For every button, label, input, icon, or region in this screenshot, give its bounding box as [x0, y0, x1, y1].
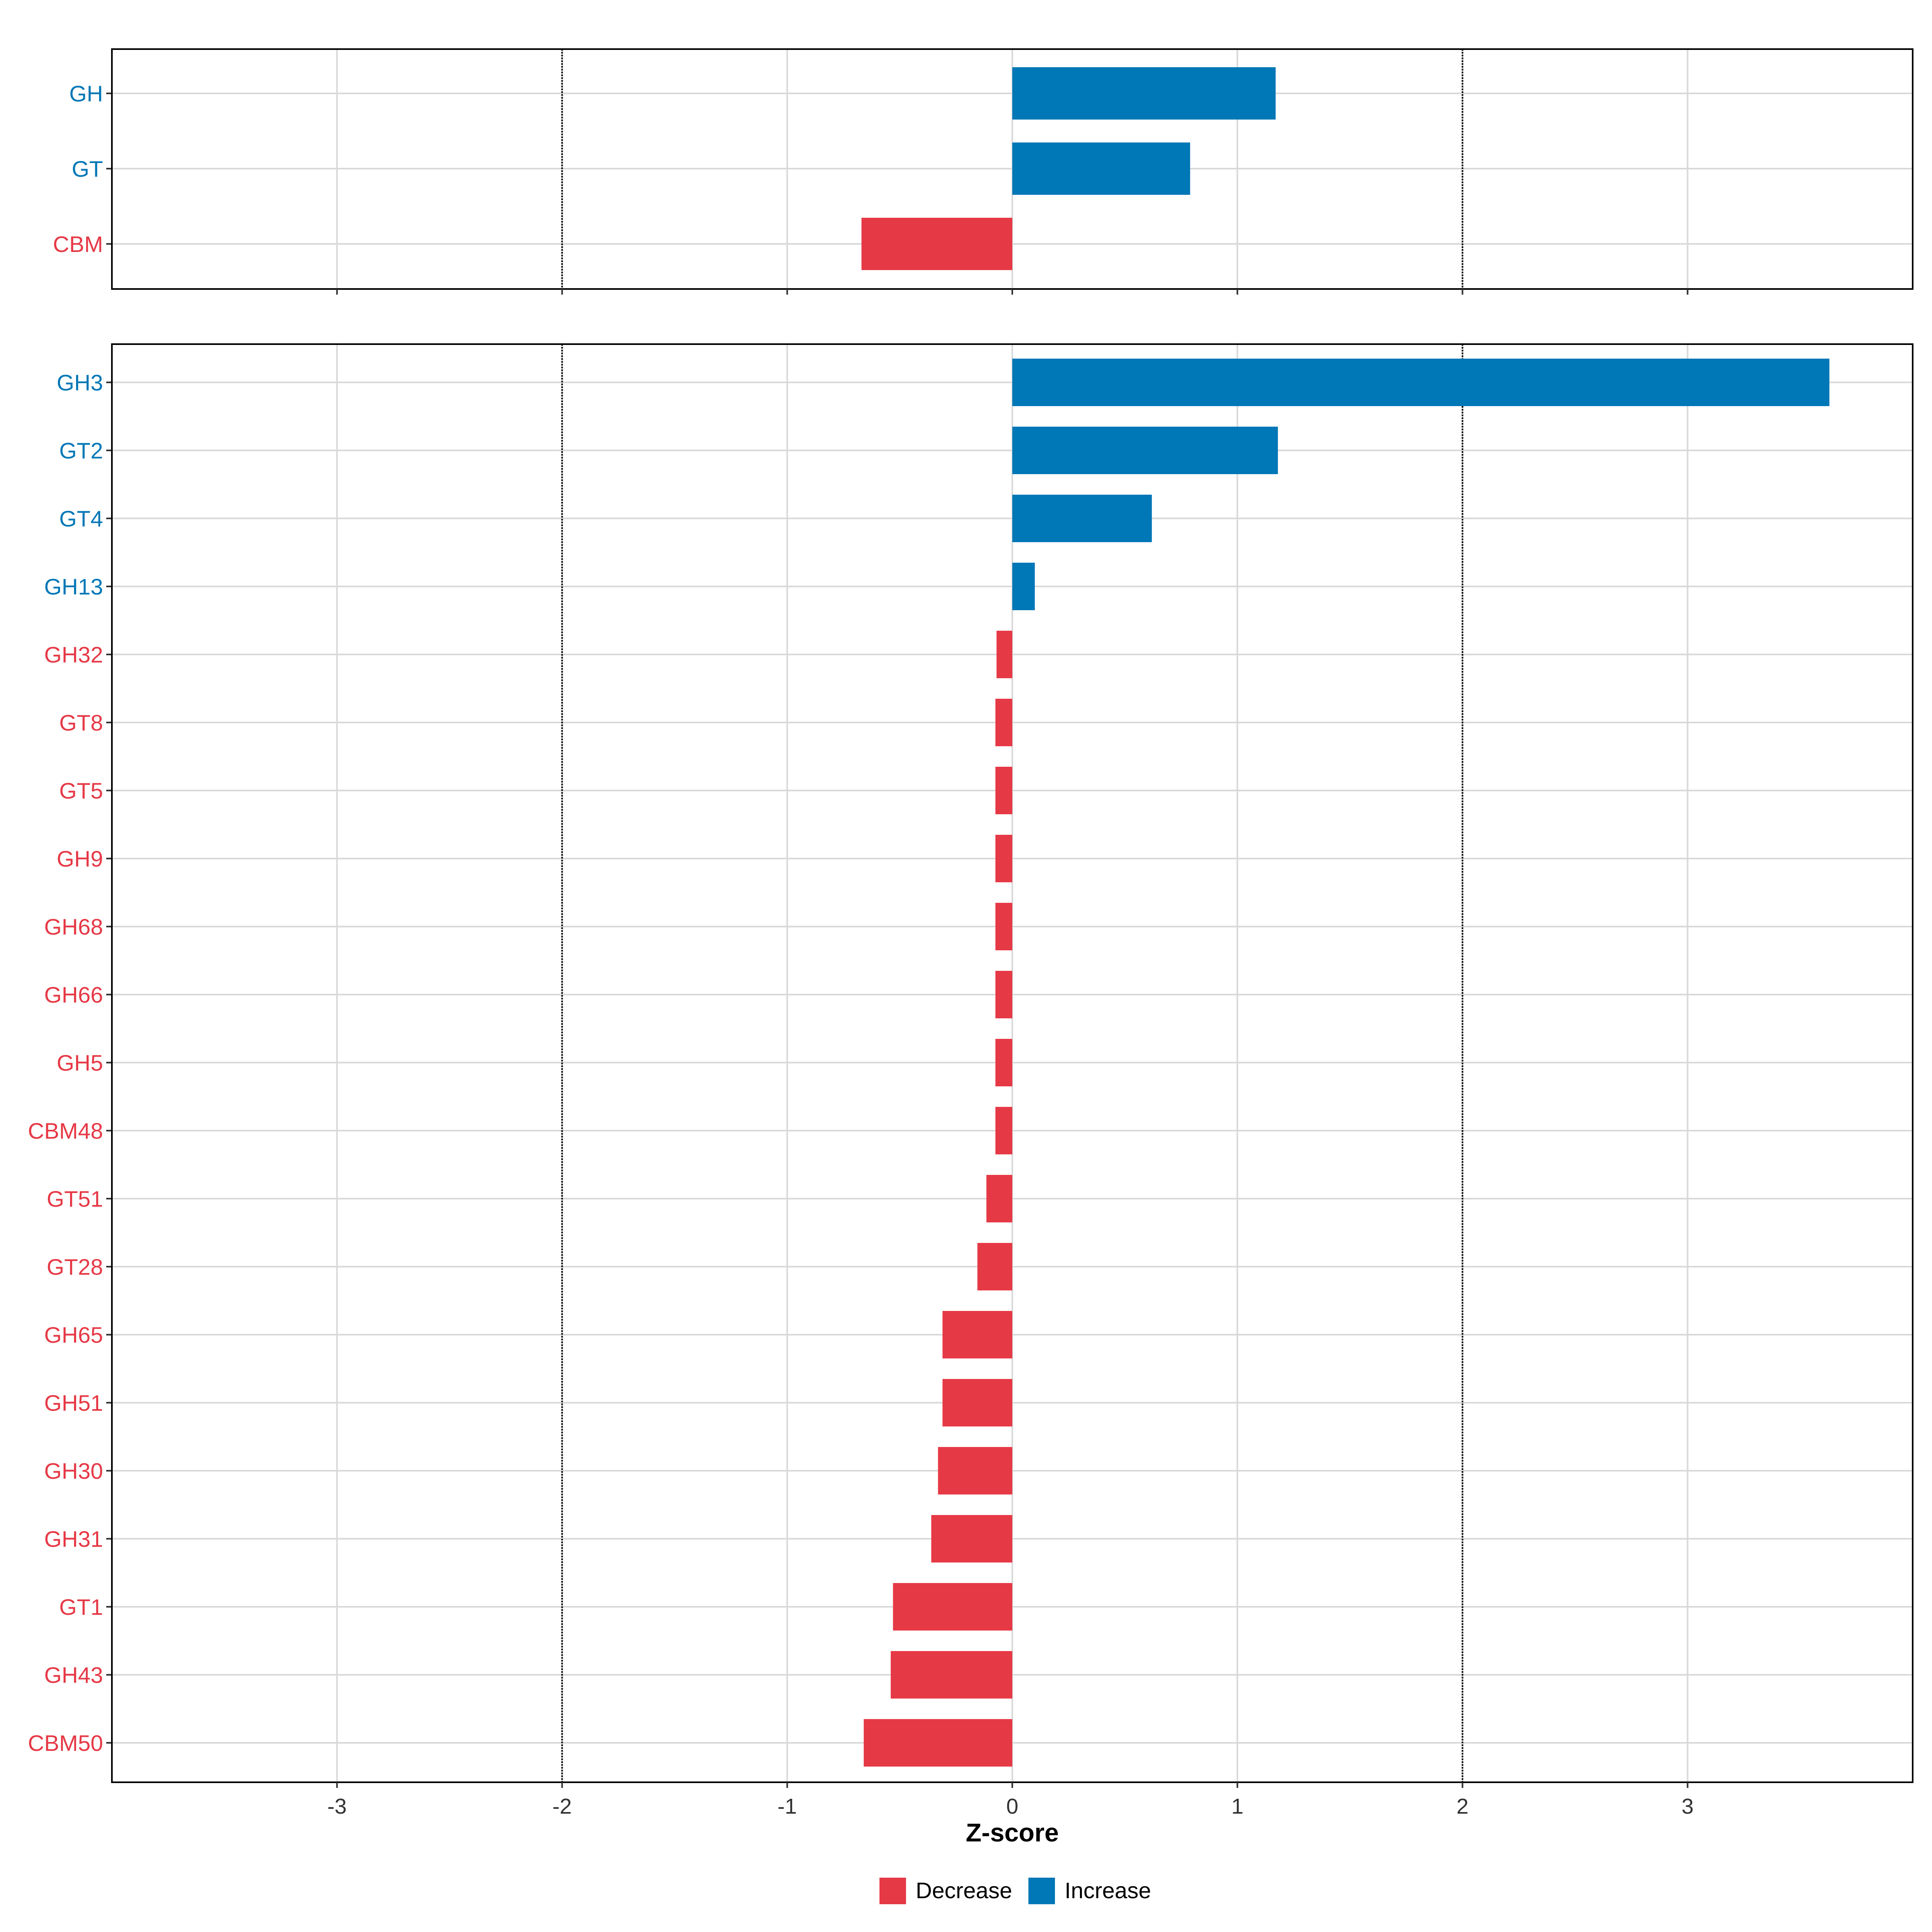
panel-class: GH GT CBM [53, 48, 1913, 295]
bar-gh65 [942, 1311, 1012, 1358]
legend: Decrease Increase [879, 1878, 1151, 1904]
y-tick-label-gh5: GH5 [57, 1050, 103, 1075]
bar-gh5 [995, 1039, 1012, 1086]
x-tick-label-4: 1 [1231, 1794, 1243, 1818]
y-tick-label-gt51: GT51 [47, 1186, 103, 1212]
bar-gt51 [986, 1175, 1012, 1222]
x-tick-label-0: -3 [327, 1794, 347, 1818]
y-tick-label-gt28: GT28 [47, 1254, 103, 1280]
bar-gh30 [938, 1447, 1012, 1494]
bar-gh51 [942, 1379, 1012, 1426]
bar-cbm48 [995, 1107, 1012, 1154]
x-axis: -3 -2 -1 0 1 2 3 [327, 1794, 1694, 1818]
legend-label-decrease: Decrease [916, 1878, 1012, 1903]
bar-gt8 [995, 699, 1012, 746]
x-tick-label-3: 0 [1006, 1794, 1018, 1818]
x-tick-label-1: -2 [552, 1794, 572, 1818]
y-tick-label-gh66: GH66 [44, 982, 103, 1007]
bar-gh9 [995, 835, 1012, 882]
y-tick-label-gt5: GT5 [59, 778, 103, 803]
y-tick-label-gh13: GH13 [44, 574, 103, 599]
x-axis-title: Z-score [966, 1818, 1059, 1847]
y-tick-label-gh65: GH65 [44, 1322, 103, 1348]
bar-gh43 [891, 1651, 1012, 1699]
y-tick-label-gt: GT [72, 156, 103, 182]
bar-gh [1012, 67, 1276, 120]
y-tick-label-cbm48: CBM48 [28, 1118, 103, 1144]
y-tick-label-cbm50: CBM50 [28, 1730, 103, 1756]
bar-gt1 [893, 1583, 1012, 1631]
y-tick-label-gh9: GH9 [57, 846, 103, 871]
legend-label-increase: Increase [1065, 1878, 1151, 1903]
bar-gh13 [1012, 563, 1035, 610]
y-tick-label-gt4: GT4 [59, 506, 103, 531]
x-tick-label-5: 2 [1456, 1794, 1468, 1818]
bar-cbm [861, 218, 1012, 270]
bar-gh68 [995, 903, 1012, 950]
bar-gt2 [1012, 427, 1278, 474]
bar-gt5 [995, 767, 1012, 814]
y-tick-label-gh43: GH43 [44, 1662, 103, 1688]
bar-gh31 [931, 1515, 1012, 1563]
y-tick-label-gh31: GH31 [44, 1526, 103, 1552]
bar-gh66 [995, 971, 1012, 1018]
bar-cbm50 [863, 1719, 1012, 1767]
y-tick-label-gh: GH [69, 81, 103, 106]
y-tick-label-gt2: GT2 [59, 438, 103, 463]
y-tick-label-gh68: GH68 [44, 914, 103, 939]
y-tick-label-gh30: GH30 [44, 1458, 103, 1484]
bar-gt28 [977, 1243, 1012, 1290]
panel-family: GH3 GT2 GT4 GH13 GH32 GT8 GT5 GH9 GH68 GH66 GH5 CBM… [28, 343, 1913, 1788]
y-tick-label-cbm: CBM [53, 231, 103, 257]
y-tick-label-gh32: GH32 [44, 642, 103, 667]
y-tick-label-gh51: GH51 [44, 1390, 103, 1416]
bar-gh32 [996, 631, 1012, 678]
y-tick-label-gh3: GH3 [57, 370, 103, 395]
y-tick-label-gt8: GT8 [59, 710, 103, 735]
bar-gt4 [1012, 495, 1152, 542]
y-tick-label-gt1: GT1 [59, 1594, 103, 1620]
x-tick-label-6: 3 [1682, 1794, 1694, 1818]
legend-swatch-increase [1028, 1878, 1055, 1904]
x-tick-label-2: -1 [778, 1794, 797, 1818]
bar-gh3 [1012, 359, 1830, 406]
bar-gt [1012, 142, 1190, 195]
legend-swatch-decrease [879, 1878, 906, 1904]
